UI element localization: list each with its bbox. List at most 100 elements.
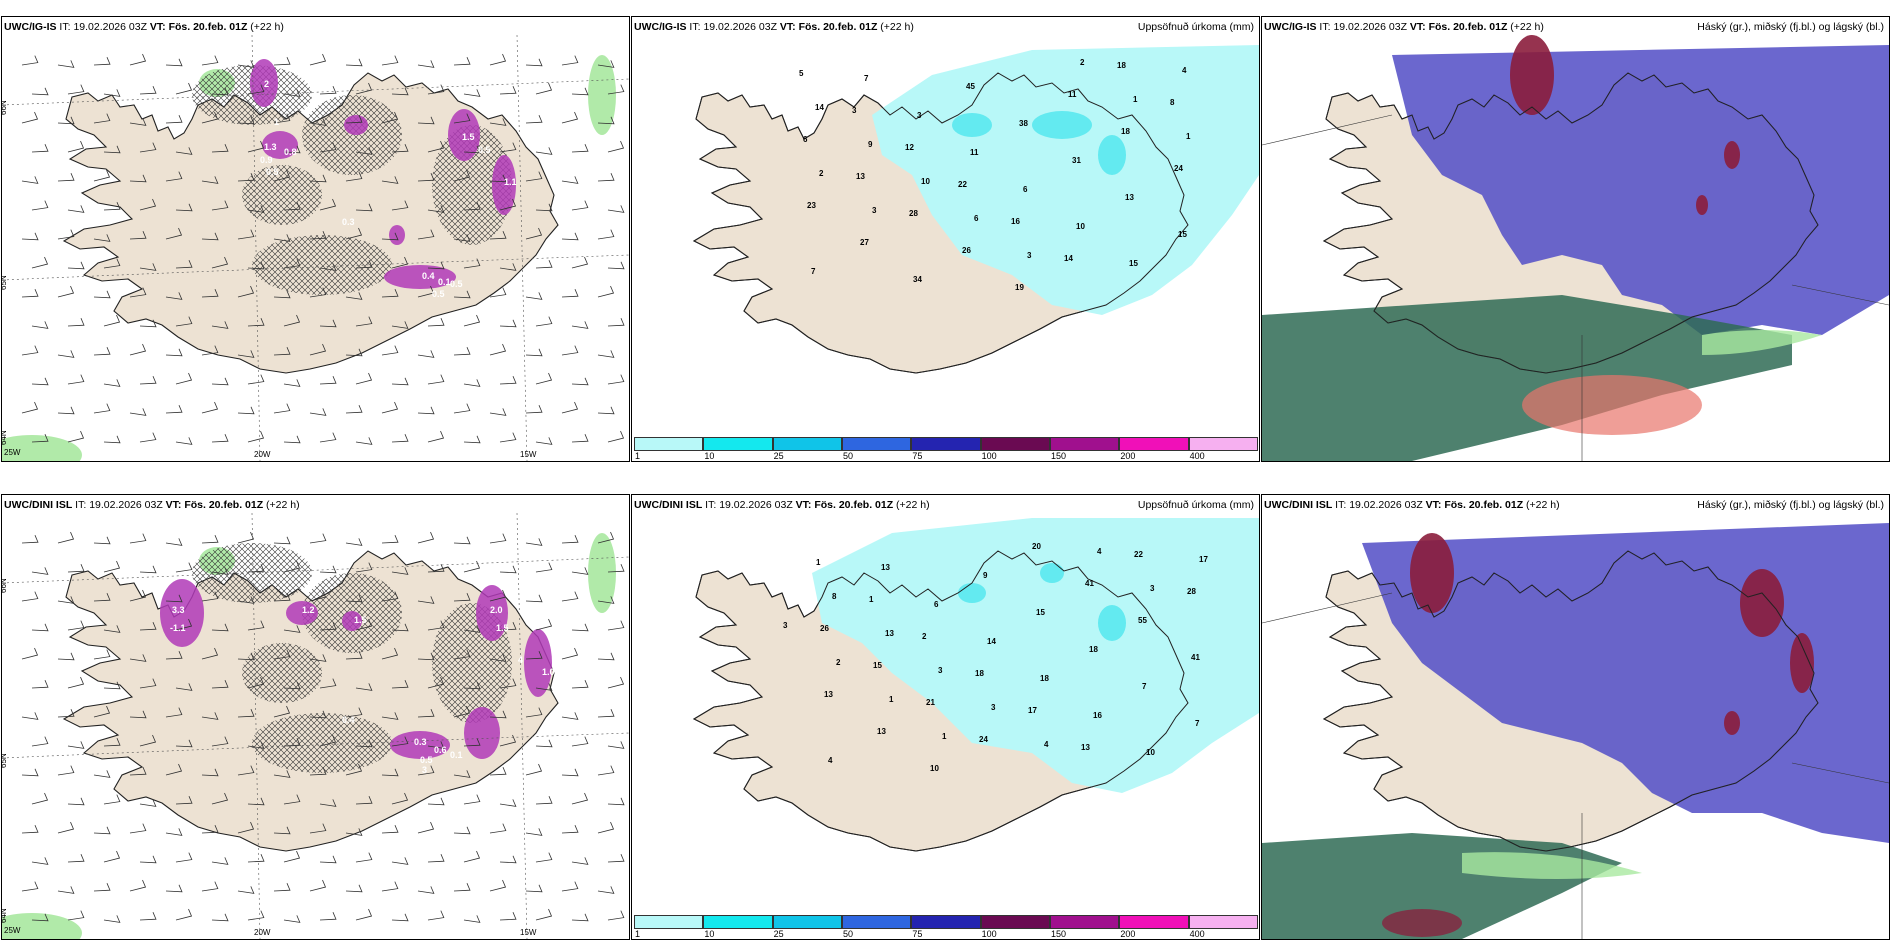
- wind-map: 66N 65N 64N 25W 20W 15W 3.3 -1.1 1.2 1.5 2.0 1.5 4 0.…: [2, 513, 629, 939]
- wind-value-label: 0.3: [414, 737, 427, 747]
- precip-value-label: 1: [869, 595, 874, 604]
- precip-value-label: 31: [1072, 156, 1081, 165]
- cloud-map: [1262, 523, 1889, 939]
- precip-value-label: 28: [909, 209, 918, 218]
- colorbar-swatch: [1050, 437, 1120, 451]
- convective-area: [344, 115, 368, 135]
- colorbar-swatch: [1188, 437, 1258, 451]
- precip-mid-area: [1098, 605, 1126, 641]
- precip-value-label: 10: [930, 764, 939, 773]
- precip-value-label: 41: [1191, 653, 1200, 662]
- precip-value-label: 15: [1129, 259, 1138, 268]
- wind-value-label: 0.5: [266, 167, 279, 177]
- precip-value-label: 7: [811, 267, 816, 276]
- precip-mid-area: [1040, 563, 1064, 583]
- panel-wind-dini: UWC/DINI ISL IT: 19.02.2026 03Z VT: Fös.…: [1, 494, 630, 940]
- wind-value-label: 0.3: [342, 217, 355, 227]
- precip-value-label: 1: [942, 732, 947, 741]
- colorbar-label: 100: [981, 929, 997, 939]
- frost-patch: [588, 533, 616, 613]
- precip-value-label: 13: [856, 172, 865, 181]
- wind-value-label: 0.4: [422, 271, 435, 281]
- precip-value-label: 2: [1080, 58, 1085, 67]
- precip-value-label: 6: [1023, 185, 1028, 194]
- precip-value-label: 19: [1015, 283, 1024, 292]
- frost-patch: [2, 913, 82, 939]
- wind-barbs: [21, 53, 625, 445]
- wind-value-label: 1.3: [264, 142, 277, 152]
- colorbar-label: 100: [981, 451, 997, 461]
- lat-label: 65N: [2, 275, 8, 290]
- precip-value-label: 13: [824, 690, 833, 699]
- precip-colorbar: 1 10 25 50 75 100 150 200 400: [634, 915, 1258, 939]
- colorbar-swatch: [980, 915, 1050, 929]
- precip-value-label: 3: [852, 106, 857, 115]
- precip-value-label: 7: [864, 74, 869, 83]
- lon-label: 20W: [254, 450, 271, 459]
- convective-area: [250, 59, 278, 107]
- precip-value-label: 1: [889, 695, 894, 704]
- wind-value-label: 1.1: [504, 177, 517, 187]
- precip-value-label: 14: [987, 637, 996, 646]
- lat-label: 64N: [2, 908, 8, 923]
- wind-value-label: 2: [264, 79, 269, 89]
- precip-value-label: 7: [1195, 719, 1200, 728]
- precip-light-area: [812, 518, 1259, 793]
- high-cloud-area: [1696, 195, 1708, 215]
- lon-label: 15W: [520, 450, 537, 459]
- precip-mid-area: [1032, 111, 1092, 139]
- precip-value-label: 2: [819, 169, 824, 178]
- precip-value-label: 4: [1044, 740, 1049, 749]
- wind-value-label: 0.1: [438, 277, 451, 287]
- precip-value-label: 34: [913, 275, 922, 284]
- wind-value-label: 3: [422, 765, 427, 775]
- convective-area: [492, 155, 516, 215]
- colorbar-swatch: [1188, 915, 1258, 929]
- precip-value-label: 14: [815, 103, 824, 112]
- colorbar-swatch: [911, 915, 981, 929]
- precip-value-label: 22: [1134, 550, 1143, 559]
- colorbar-swatch: [1119, 437, 1189, 451]
- colorbar-swatch: [1050, 915, 1120, 929]
- wind-value-label: 1.0: [542, 667, 555, 677]
- precip-value-label: 28: [1187, 587, 1196, 596]
- convective-area: [384, 265, 456, 289]
- graticule: [2, 35, 629, 461]
- precip-value-label: 24: [1174, 164, 1183, 173]
- precip-value-label: 18: [975, 669, 984, 678]
- precip-value-label: 13: [881, 563, 890, 572]
- precip-value-label: 20: [1032, 542, 1041, 551]
- low-cloud-area: [1262, 295, 1792, 461]
- graticule: [2, 513, 629, 939]
- precip-value-label: 24: [979, 735, 988, 744]
- colorbar-label: 75: [912, 451, 923, 461]
- warm-overlay: [1522, 375, 1702, 435]
- colorbar-swatch: [842, 437, 912, 451]
- hatched-area: [252, 235, 392, 295]
- precip-value-label: 18: [1089, 645, 1098, 654]
- precip-value-label: 2: [836, 658, 841, 667]
- precip-colorbar: 1 10 25 50 75 100 150 200 400: [634, 437, 1258, 461]
- precip-value-label: 10: [921, 177, 930, 186]
- precip-value-label: 15: [1036, 608, 1045, 617]
- high-cloud-area: [1724, 711, 1740, 735]
- colorbar-label: 200: [1120, 451, 1136, 461]
- panel-header: UWC/DINI ISL IT: 19.02.2026 03Z VT: Fös.…: [1264, 499, 1884, 511]
- wind-value-label: 0.5: [478, 145, 491, 155]
- precip-value-label: 6: [974, 214, 979, 223]
- colorbar-label: 10: [704, 451, 715, 461]
- wind-value-label: 0.6: [434, 745, 447, 755]
- precip-value-label: 4: [1097, 547, 1102, 556]
- wind-value-label: 0.1: [450, 750, 463, 760]
- lon-label: 20W: [254, 928, 271, 937]
- wind-value-label: 1.2: [302, 605, 315, 615]
- convective-area: [476, 585, 508, 641]
- precip-light-area: [872, 45, 1259, 315]
- wind-value-label: 0.9: [260, 155, 273, 165]
- lat-label: 66N: [2, 100, 8, 115]
- coastline: [1322, 550, 1819, 852]
- wind-value-label: 4: [518, 655, 523, 665]
- precip-value-label: 6: [934, 600, 939, 609]
- colorbar-swatch: [634, 915, 704, 929]
- colorbar-label: 400: [1189, 929, 1205, 939]
